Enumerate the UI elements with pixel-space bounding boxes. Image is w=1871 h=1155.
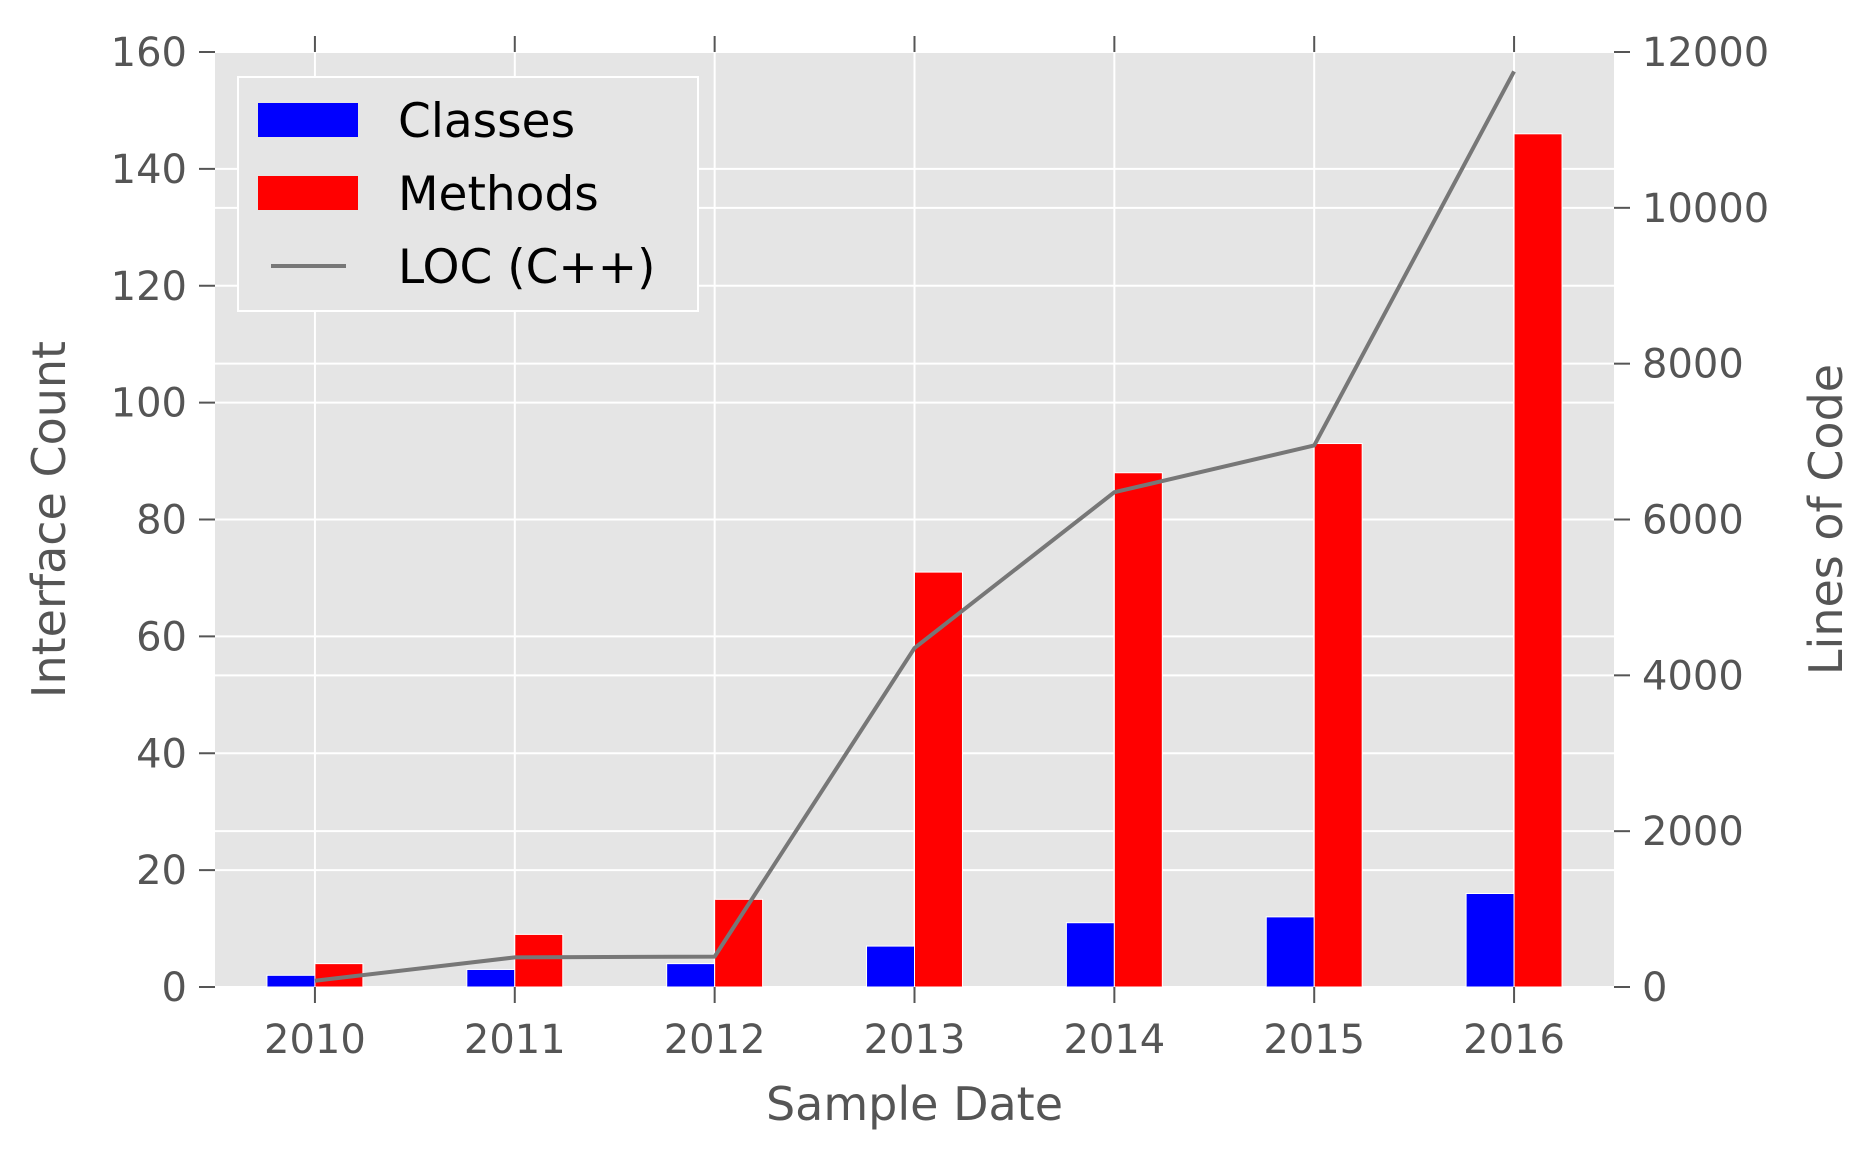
- x-tick-label: 2015: [1263, 1017, 1365, 1063]
- x-tick-label: 2014: [1063, 1017, 1165, 1063]
- y-axis-title-left: Interface Count: [22, 341, 76, 698]
- y-tick-label-left: 40: [136, 731, 187, 777]
- x-tick-label: 2013: [864, 1017, 966, 1063]
- x-tick-label: 2016: [1463, 1017, 1565, 1063]
- y-tick-label-right: 10000: [1642, 186, 1769, 232]
- y-tick-label-left: 100: [111, 381, 187, 427]
- bar-methods: [1513, 133, 1563, 988]
- legend-label: LOC (C++): [398, 240, 656, 295]
- y-tick-label-right: 12000: [1642, 30, 1769, 76]
- bar-classes: [266, 974, 316, 988]
- x-tick-label: 2010: [264, 1017, 366, 1063]
- y-axis-title-right: Lines of Code: [1799, 364, 1853, 675]
- series-lines: [314, 70, 1516, 983]
- legend-label: Methods: [398, 167, 599, 222]
- bars: [266, 133, 1563, 988]
- bar-classes: [1465, 893, 1515, 988]
- y-tick-label-left: 140: [111, 147, 187, 193]
- y-tick-label-left: 0: [162, 965, 187, 1011]
- bar-classes: [466, 968, 516, 988]
- axis-ticks: [199, 36, 1630, 1003]
- bar-classes: [1065, 922, 1115, 988]
- bar-classes: [866, 945, 916, 988]
- legend: Classes Methods LOC (C++): [237, 76, 699, 312]
- x-tick-label: 2012: [664, 1017, 766, 1063]
- line-loc: [314, 70, 1516, 983]
- y-tick-label-right: 0: [1642, 965, 1667, 1011]
- bar-methods: [1113, 472, 1163, 988]
- bar-methods: [1313, 443, 1363, 988]
- y-tick-label-left: 60: [136, 614, 187, 660]
- bar-classes: [1265, 916, 1315, 988]
- y-tick-label-left: 160: [111, 30, 187, 76]
- y-tick-label-right: 4000: [1642, 653, 1744, 699]
- legend-label: Classes: [398, 94, 575, 149]
- y-tick-label-right: 8000: [1642, 342, 1744, 388]
- x-tick-label: 2011: [464, 1017, 566, 1063]
- tick-labels: 0 20 40 60 80 100 120 140 160 0 2000 4000 6000 8000 10…: [111, 30, 1770, 1063]
- y-tick-label-right: 2000: [1642, 809, 1744, 855]
- legend-swatch-classes: [258, 103, 358, 137]
- bar-methods: [914, 571, 963, 988]
- y-tick-label-left: 120: [111, 264, 187, 310]
- y-tick-label-right: 6000: [1642, 498, 1744, 544]
- y-tick-label-left: 80: [136, 498, 187, 544]
- legend-swatch-methods: [258, 176, 358, 210]
- y-tick-label-left: 20: [136, 848, 187, 894]
- bar-classes: [666, 963, 716, 988]
- x-axis-title: Sample Date: [766, 1077, 1063, 1131]
- bar-methods: [514, 933, 564, 988]
